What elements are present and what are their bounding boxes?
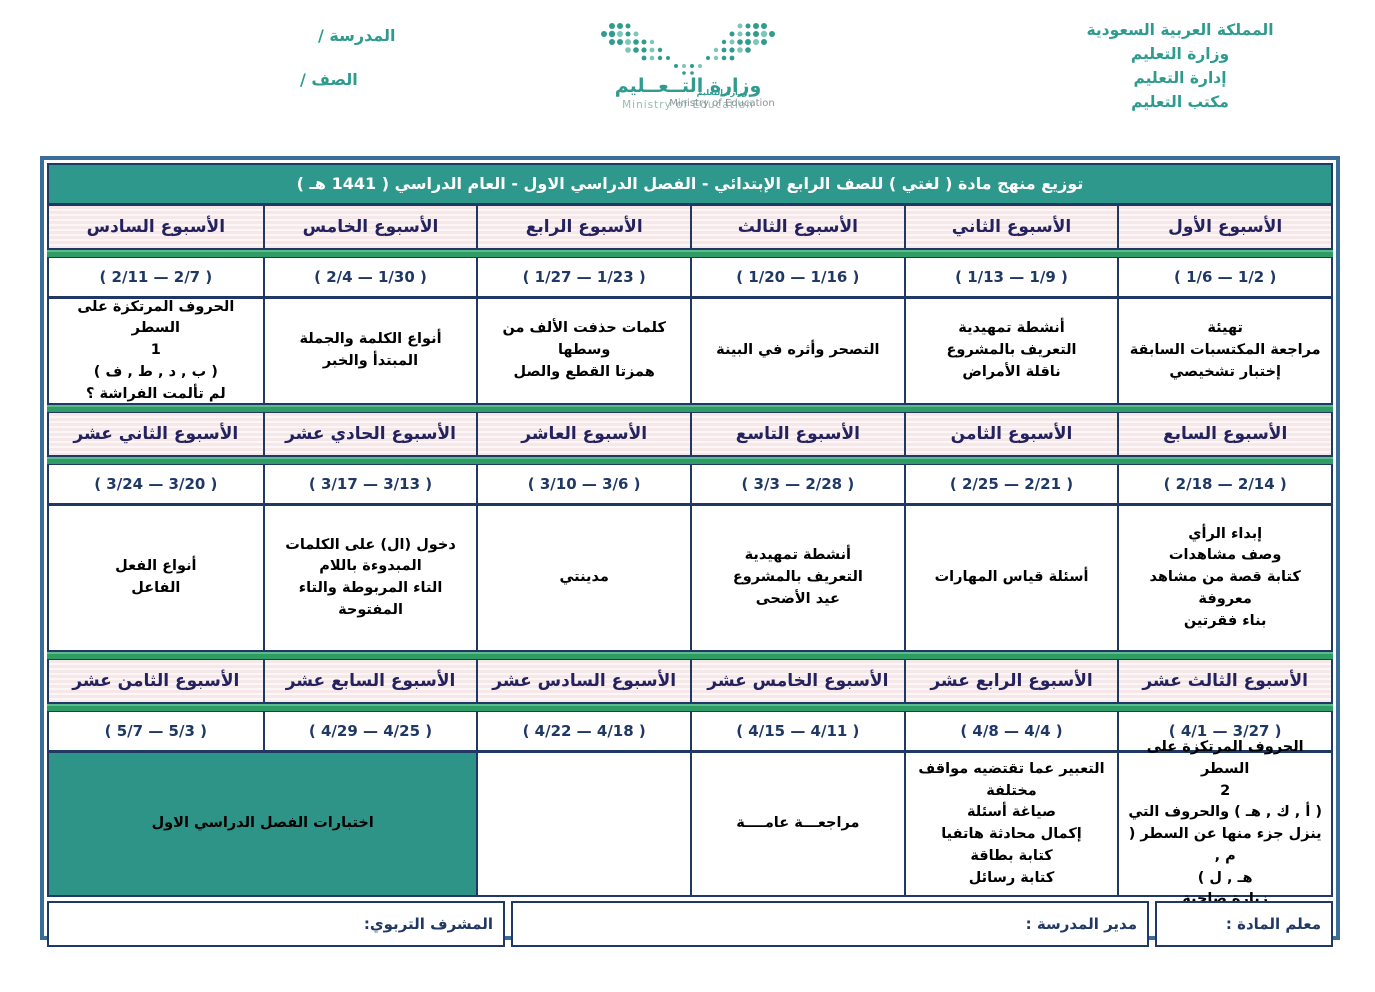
week-content-cell: دخول (ال) على الكلمات المبدوءة باللام ال… (262, 506, 477, 650)
week-header-cell: الأسبوع الأول (1117, 206, 1331, 248)
week-dates-cell: ( 2/4 — 1/30 ) (262, 258, 477, 296)
week-content-row-1: تهيئة مراجعة المكتسبات السابقة إختبار تش… (47, 298, 1333, 405)
week-header-cell: الأسبوع الثاني عشر (49, 413, 263, 455)
page-header: المملكة العربية السعودية وزارة التعليم إ… (0, 0, 1375, 150)
week-dates-cell: ( 3/3 — 2/28 ) (690, 465, 904, 503)
moe-logo-english-text: Ministry of Education (622, 99, 754, 111)
week-content-cell: التصحر وأثره في البينة (690, 299, 904, 403)
week-content-cell: التعبير عما تقتضيه مواقف مختلفة صياغة أس… (903, 753, 1118, 895)
week-header-cell: الأسبوع الخامس (262, 206, 477, 248)
week-header-cell: الأسبوع الثاني (903, 206, 1118, 248)
week-dates-cell: ( 3/17 — 3/13 ) (262, 465, 477, 503)
week-dates-cell: ( 4/29 — 4/25 ) (262, 712, 477, 750)
week-content-cell: الحروف المرتكزة على السطر 1 ( ب , د , ط … (77, 298, 235, 402)
ministry-of-education-logo: وزارة التــعــليم Ministry of Education (578, 14, 798, 118)
week-dates-cell: ( 4/1 — 3/27 ) (1117, 712, 1331, 750)
separator-strip (47, 457, 1333, 464)
week-dates-cell: ( 1/20 — 1/16 ) (690, 258, 904, 296)
week-header-row-2: الأسبوع السابع الأسبوع الثامن الأسبوع ال… (47, 412, 1333, 457)
week-dates-row-3: ( 4/1 — 3/27 ) ( 4/8 — 4/4 ) ( 4/15 — 4/… (47, 711, 1333, 752)
moe-logo-graphic: وزارة التــعــليم Ministry of Education (601, 23, 775, 111)
week-content-cell: الحروف المرتكزة على السطر 2 ( أ , ك , هـ… (1117, 739, 1331, 907)
separator-strip (47, 250, 1333, 257)
week-content-cell: تهيئة مراجعة المكتسبات السابقة إختبار تش… (1117, 299, 1331, 403)
week-dates-cell: ( 3/10 — 3/6 ) (476, 465, 690, 503)
week-content-cell: إبداء الرأي وصف مشاهدات كتابة قصة من مشا… (1117, 506, 1331, 650)
moe-logo-stamp: وزارة التعليم Ministry of Education (652, 88, 792, 111)
week-header-cell: الأسبوع السابع عشر (262, 660, 477, 702)
week-dates-cell: ( 1/6 — 1/2 ) (1117, 258, 1331, 296)
week-header-cell: الأسبوع الثامن عشر (49, 660, 263, 702)
week-dates-cell: ( 1/13 — 1/9 ) (903, 258, 1118, 296)
week-header-cell: الأسبوع الثالث عشر (1117, 660, 1331, 702)
week-dates-cell: ( 4/15 — 4/11 ) (690, 712, 904, 750)
week-dates-cell: ( 5/7 — 5/3 ) (104, 722, 207, 740)
week-dates-cell: ( 2/18 — 2/14 ) (1117, 465, 1331, 503)
week-header-row-1: الأسبوع الأول الأسبوع الثاني الأسبوع الث… (47, 205, 1333, 250)
week-dates-row-1: ( 1/6 — 1/2 ) ( 1/13 — 1/9 ) ( 1/20 — 1/… (47, 257, 1333, 298)
week-header-cell: الأسبوع التاسع (690, 413, 904, 455)
first-term-exams-block: اختبارات الفصل الدراسي الاول (49, 753, 477, 895)
stamp-arabic-text: وزارة التعليم (696, 88, 748, 97)
school-field-label: المدرسة / (318, 26, 396, 45)
week-header-cell: الأسبوع الخامس عشر (690, 660, 904, 702)
week-content-row-2: إبداء الرأي وصف مشاهدات كتابة قصة من مشا… (47, 505, 1333, 652)
week-header-cell: الأسبوع الثالث (690, 206, 904, 248)
week-content-cell-empty (476, 753, 690, 895)
week-dates-cell: ( 3/24 — 3/20 ) (94, 475, 218, 493)
school-principal-field: مدير المدرسة : (511, 901, 1149, 947)
week-dates-cell: ( 4/22 — 4/18 ) (476, 712, 690, 750)
educational-supervisor-field: المشرف التربوي: (47, 901, 505, 947)
week-content-row-3: الحروف المرتكزة على السطر 2 ( أ , ك , هـ… (47, 739, 1333, 907)
week-header-cell: الأسبوع الحادي عشر (262, 413, 477, 455)
week-content-cell: أنشطة تمهيدية التعريف بالمشروع عيد الأضح… (690, 506, 904, 650)
org-text-block: المملكة العربية السعودية وزارة التعليم إ… (1086, 21, 1274, 112)
curriculum-table: توزيع منهج مادة ( لغتي ) للصف الرابع الإ… (40, 156, 1340, 947)
week-header-cell: الأسبوع العاشر (476, 413, 690, 455)
week-content-cell: أنواع الكلمة والجملة المبتدأ والخبر (262, 299, 477, 403)
week-dates-row-2: ( 2/18 — 2/14 ) ( 2/25 — 2/21 ) ( 3/3 — … (47, 464, 1333, 505)
week-content-cell: كلمات حذفت الألف من وسطها همزتا القطع وا… (476, 299, 690, 403)
week-dates-cell: ( 4/8 — 4/4 ) (903, 712, 1118, 750)
week-dates-cell: ( 2/25 — 2/21 ) (903, 465, 1118, 503)
week-header-cell: الأسبوع الرابع عشر (903, 660, 1118, 702)
table-title: توزيع منهج مادة ( لغتي ) للصف الرابع الإ… (47, 163, 1333, 205)
week-header-cell: الأسبوع الرابع (476, 206, 690, 248)
week-header-row-3: الأسبوع الثالث عشر الأسبوع الرابع عشر ال… (47, 659, 1333, 704)
week-content-cell: مدينتي (476, 506, 690, 650)
week-content-cell: مراجعـــة عامــــة (690, 753, 904, 895)
separator-strip (47, 652, 1333, 659)
week-dates-cell: ( 2/11 — 2/7 ) (99, 268, 213, 286)
week-content-cell: أسئلة قياس المهارات (903, 506, 1118, 650)
week-dates-cell: ( 1/27 — 1/23 ) (476, 258, 690, 296)
week-header-cell: الأسبوع السادس (49, 206, 263, 248)
stamp-english-text: Ministry of Education (669, 98, 775, 109)
separator-strip (47, 704, 1333, 711)
week-content-cell: أنشطة تمهيدية التعريف بالمشروع ناقلة الأ… (903, 299, 1118, 403)
signature-row: معلم المادة : مدير المدرسة : المشرف التر… (47, 901, 1333, 947)
week-header-cell: الأسبوع السادس عشر (476, 660, 690, 702)
week-header-cell: الأسبوع الثامن (903, 413, 1118, 455)
separator-strip (47, 405, 1333, 412)
week-header-cell: الأسبوع السابع (1117, 413, 1331, 455)
class-field-label: الصف / (300, 70, 358, 89)
week-content-cell: أنواع الفعل الفاعل (115, 558, 197, 596)
moe-logo-arabic-text: وزارة التــعــليم (615, 75, 762, 97)
subject-teacher-field: معلم المادة : (1155, 901, 1333, 947)
